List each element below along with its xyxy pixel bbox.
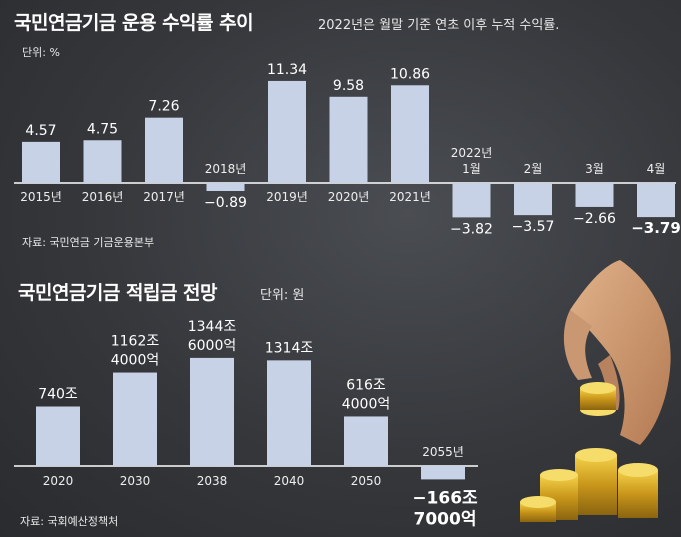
chart1-bar-10 bbox=[637, 183, 675, 218]
chart1-bar-2 bbox=[145, 117, 183, 183]
chart1-category-label-0-0: 2015년 bbox=[20, 190, 62, 204]
chart2-bar-2 bbox=[190, 357, 234, 466]
chart2-bar-5 bbox=[421, 466, 465, 480]
chart1-value-label-5: 9.58 bbox=[333, 78, 364, 94]
chart1-category-label-3-0: 2018년 bbox=[205, 162, 247, 176]
chart1-category-label-8-0: 2월 bbox=[524, 162, 543, 176]
chart2-category-label-4: 2050 bbox=[351, 474, 382, 488]
chart2-value-label-3-0: 1314조 bbox=[265, 340, 314, 356]
chart2-bar-1 bbox=[113, 372, 157, 466]
chart2-value-label-2-1: 6000억 bbox=[188, 338, 237, 354]
chart2-bar-3 bbox=[267, 360, 311, 466]
chart1-value-label-10: −3.79 bbox=[631, 219, 681, 237]
chart1-category-label-10-0: 4월 bbox=[647, 162, 666, 176]
chart2-category-label-2: 2038 bbox=[197, 474, 228, 488]
chart2-category-label-3: 2040 bbox=[274, 474, 305, 488]
chart1-source: 자료: 국민연금 기금운용본부 bbox=[22, 236, 155, 249]
chart1-bar-6 bbox=[391, 85, 429, 183]
chart1-value-label-9: −2.66 bbox=[573, 211, 616, 227]
chart1-bar-1 bbox=[83, 140, 122, 183]
chart1-value-label-4: 11.34 bbox=[267, 62, 307, 78]
chart2-source: 자료: 국회예산정책처 bbox=[20, 515, 119, 528]
chart2-value-label-0-0: 740조 bbox=[38, 387, 78, 403]
chart1-bar-8 bbox=[514, 183, 552, 216]
chart2-category-label-0: 2020 bbox=[43, 474, 74, 488]
chart1-category-label-1-0: 2016년 bbox=[82, 190, 124, 204]
chart1-value-label-2: 7.26 bbox=[148, 99, 179, 115]
chart2-value-label-1-0: 1162조 bbox=[111, 334, 160, 350]
chart2-value-label-5-0: −166조 bbox=[412, 488, 478, 508]
chart2-value-label-2-0: 1344조 bbox=[188, 319, 237, 335]
chart2-value-label-1-1: 4000억 bbox=[111, 353, 160, 369]
chart1-title: 국민연금기금 운용 수익률 추이 bbox=[14, 12, 254, 34]
chart2-category-label-1: 2030 bbox=[120, 474, 151, 488]
chart1-category-label-7-1: 1월 bbox=[462, 162, 481, 176]
chart2-value-label-4-0: 616조 bbox=[346, 377, 386, 393]
chart2-title: 국민연금기금 적립금 전망 bbox=[18, 282, 218, 304]
coins-hand-illustration bbox=[520, 260, 671, 522]
chart2-bar-4 bbox=[344, 416, 388, 466]
chart1-value-label-3: −0.89 bbox=[204, 195, 247, 211]
chart1-category-label-4-0: 2019년 bbox=[266, 190, 308, 204]
chart1-category-label-5-0: 2020년 bbox=[328, 190, 370, 204]
chart1-value-label-0: 4.57 bbox=[25, 123, 56, 139]
chart1-subtitle: 2022년은 월말 기준 연초 이후 누적 수익률. bbox=[318, 18, 560, 33]
chart1-category-label-9-0: 3월 bbox=[585, 162, 604, 176]
chart1-value-label-1: 4.75 bbox=[87, 121, 118, 137]
chart1-bar-3 bbox=[206, 183, 245, 192]
chart1-bar-9 bbox=[575, 183, 614, 207]
chart1-category-label-6-0: 2021년 bbox=[389, 190, 431, 204]
chart1-category-label-7-0: 2022년 bbox=[451, 146, 493, 160]
chart2-bar-0 bbox=[36, 406, 80, 466]
chart2-unit: 단위: 원 bbox=[260, 288, 305, 303]
chart1-bar-5 bbox=[329, 96, 368, 183]
chart2-category-label-5: 2055년 bbox=[422, 445, 464, 459]
chart2-value-label-4-1: 4000억 bbox=[342, 396, 391, 412]
chart1-bar-0 bbox=[22, 141, 60, 183]
chart1-value-label-6: 10.86 bbox=[390, 66, 430, 82]
chart2-value-label-5-1: 7000억 bbox=[414, 509, 477, 529]
chart1-bar-7 bbox=[452, 183, 491, 218]
chart1-value-label-7: −3.82 bbox=[450, 221, 493, 237]
chart1-value-label-8: −3.57 bbox=[512, 219, 555, 235]
chart1-category-label-2-0: 2017년 bbox=[143, 190, 185, 204]
chart1-bar-4 bbox=[268, 80, 306, 183]
chart1-unit: 단위: % bbox=[22, 46, 60, 59]
